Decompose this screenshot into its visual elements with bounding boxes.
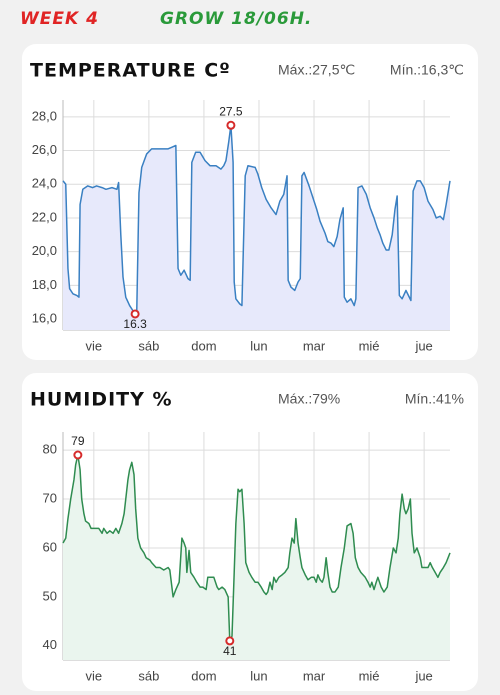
extreme-marker [226, 120, 236, 130]
y-tick-label: 50 [43, 588, 57, 603]
y-tick-label: 80 [43, 442, 57, 457]
x-tick-label: dom [191, 338, 216, 353]
y-tick-label: 24,0 [32, 176, 57, 191]
min-stat: Mín.:16,3℃ [390, 62, 464, 78]
grow-label: GROW 18/06H. [160, 9, 312, 29]
y-tick-label: 16,0 [32, 310, 57, 325]
x-tick-label: lun [250, 668, 267, 683]
x-tick-label: lun [250, 338, 267, 353]
chart-title: TEMPERATURE Cº [30, 60, 231, 82]
extreme-label: 79 [71, 434, 85, 448]
x-tick-label: jue [414, 338, 432, 353]
line [62, 124, 451, 315]
x-tick-label: sáb [138, 668, 159, 683]
x-tick-label: sáb [138, 338, 159, 353]
x-tick-label: mar [303, 668, 326, 683]
area [63, 125, 450, 331]
area [63, 455, 450, 660]
y-tick-label: 26,0 [32, 142, 57, 157]
extreme-marker [130, 309, 140, 319]
extreme-label: 16.3 [123, 317, 147, 331]
max-stat: Máx.:79% [278, 391, 340, 407]
x-tick-label: vie [86, 338, 103, 353]
x-tick-label: dom [191, 668, 216, 683]
y-tick-label: 40 [43, 637, 57, 652]
extreme-marker [73, 450, 83, 460]
x-tick-label: mié [359, 338, 380, 353]
y-tick-label: 28,0 [32, 108, 57, 123]
y-tick-label: 60 [43, 539, 57, 554]
line [62, 454, 451, 642]
chart-title: HUMIDITY % [30, 389, 173, 411]
y-tick-label: 70 [43, 490, 57, 505]
extreme-label: 41 [223, 644, 237, 658]
min-stat: Mín.:41% [405, 391, 464, 407]
y-tick-label: 20,0 [32, 243, 57, 258]
x-tick-label: jue [414, 668, 432, 683]
x-tick-label: mié [359, 668, 380, 683]
y-tick-label: 22,0 [32, 209, 57, 224]
x-tick-label: mar [303, 338, 326, 353]
max-stat: Máx.:27,5℃ [278, 62, 355, 78]
x-tick-label: vie [86, 668, 103, 683]
extreme-marker [225, 636, 235, 646]
extreme-label: 27.5 [219, 104, 243, 118]
week-label: WEEK 4 [20, 9, 99, 29]
y-tick-label: 18,0 [32, 277, 57, 292]
